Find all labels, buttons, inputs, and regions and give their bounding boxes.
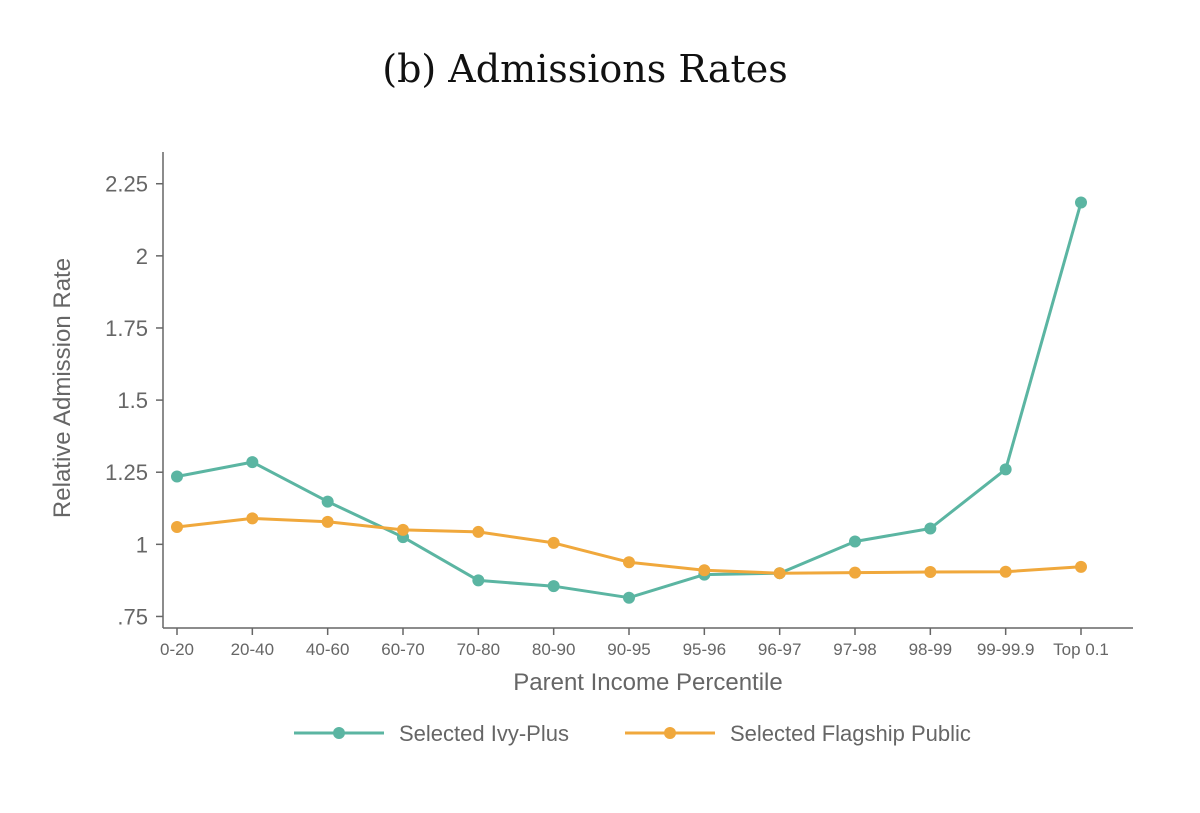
y-tick-label: 1.75 [105, 316, 148, 341]
y-tick-label: 2.25 [105, 172, 148, 197]
data-point-selected-ivy-plus-90-95 [623, 591, 635, 604]
legend-item-flagship-public: Selected Flagship Public [625, 721, 971, 746]
legend-marker-flagship-public [664, 727, 676, 739]
axes [162, 152, 1133, 629]
legend-label-ivy-plus: Selected Ivy-Plus [399, 721, 569, 746]
y-tick-label: 2 [136, 244, 148, 269]
data-point-selected-ivy-plus-98-99 [924, 522, 937, 535]
data-point-selected-flagship-public-top-0-1 [1075, 560, 1087, 573]
data-point-selected-flagship-public-95-96 [698, 564, 711, 577]
legend: Selected Ivy-Plus Selected Flagship Publ… [294, 721, 971, 746]
x-tick-label: 20-40 [231, 640, 274, 659]
data-point-selected-flagship-public-96-97 [773, 567, 786, 580]
legend-marker-ivy-plus [333, 727, 345, 739]
x-tick-label: 96-97 [758, 640, 801, 659]
y-ticks: .75 1 1.25 1.5 1.75 2 2.25 [105, 172, 163, 629]
y-tick-label: 1 [136, 532, 148, 557]
x-tick-label: Top 0.1 [1053, 640, 1109, 659]
data-point-selected-flagship-public-99-99-9 [999, 565, 1012, 578]
data-point-selected-flagship-public-80-90 [547, 536, 560, 549]
x-ticks: 0-20 20-40 40-60 60-70 70-80 80-90 90-95 95-96 9… [160, 628, 1109, 659]
data-point-selected-ivy-plus-20-40 [246, 456, 259, 469]
chart-title: (b) Admissions Rates [382, 47, 788, 91]
x-tick-label: 99-99.9 [977, 640, 1035, 659]
data-point-selected-flagship-public-97-98 [849, 566, 861, 579]
y-tick-label: 1.5 [117, 388, 148, 413]
data-point-selected-flagship-public-90-95 [623, 556, 635, 569]
x-tick-label: 70-80 [457, 640, 500, 659]
legend-label-flagship-public: Selected Flagship Public [730, 721, 971, 746]
data-point-selected-ivy-plus-99-99-9 [999, 463, 1012, 476]
data-point-selected-flagship-public-98-99 [924, 566, 937, 579]
y-tick-label: .75 [117, 604, 148, 629]
series-selected-ivy-plus [171, 196, 1087, 604]
legend-item-ivy-plus: Selected Ivy-Plus [294, 721, 569, 746]
data-point-selected-flagship-public-70-80 [472, 525, 485, 538]
data-point-selected-flagship-public-0-20 [171, 521, 183, 534]
x-tick-label: 90-95 [607, 640, 650, 659]
data-point-selected-ivy-plus-97-98 [849, 535, 861, 548]
data-point-selected-ivy-plus-0-20 [171, 470, 183, 483]
data-point-selected-ivy-plus-top-0-1 [1075, 196, 1087, 209]
x-tick-label: 40-60 [306, 640, 349, 659]
x-axis-label: Parent Income Percentile [513, 669, 782, 696]
x-tick-label: 95-96 [683, 640, 726, 659]
data-point-selected-flagship-public-60-70 [397, 523, 409, 536]
x-tick-label: 60-70 [381, 640, 424, 659]
series-line-selected-ivy-plus [176, 202, 1083, 600]
x-tick-label: 97-98 [833, 640, 876, 659]
x-tick-label: 98-99 [909, 640, 952, 659]
series-selected-flagship-public [171, 512, 1087, 580]
data-point-selected-ivy-plus-40-60 [321, 495, 334, 508]
x-tick-label: 0-20 [160, 640, 194, 659]
data-point-selected-flagship-public-20-40 [246, 512, 259, 525]
y-tick-label: 1.25 [105, 460, 148, 485]
data-point-selected-ivy-plus-70-80 [472, 574, 485, 587]
data-point-selected-ivy-plus-80-90 [547, 580, 560, 593]
x-tick-label: 80-90 [532, 640, 575, 659]
series-layer [171, 196, 1087, 604]
y-axis-label: Relative Admission Rate [49, 258, 76, 518]
data-point-selected-flagship-public-40-60 [321, 515, 334, 528]
